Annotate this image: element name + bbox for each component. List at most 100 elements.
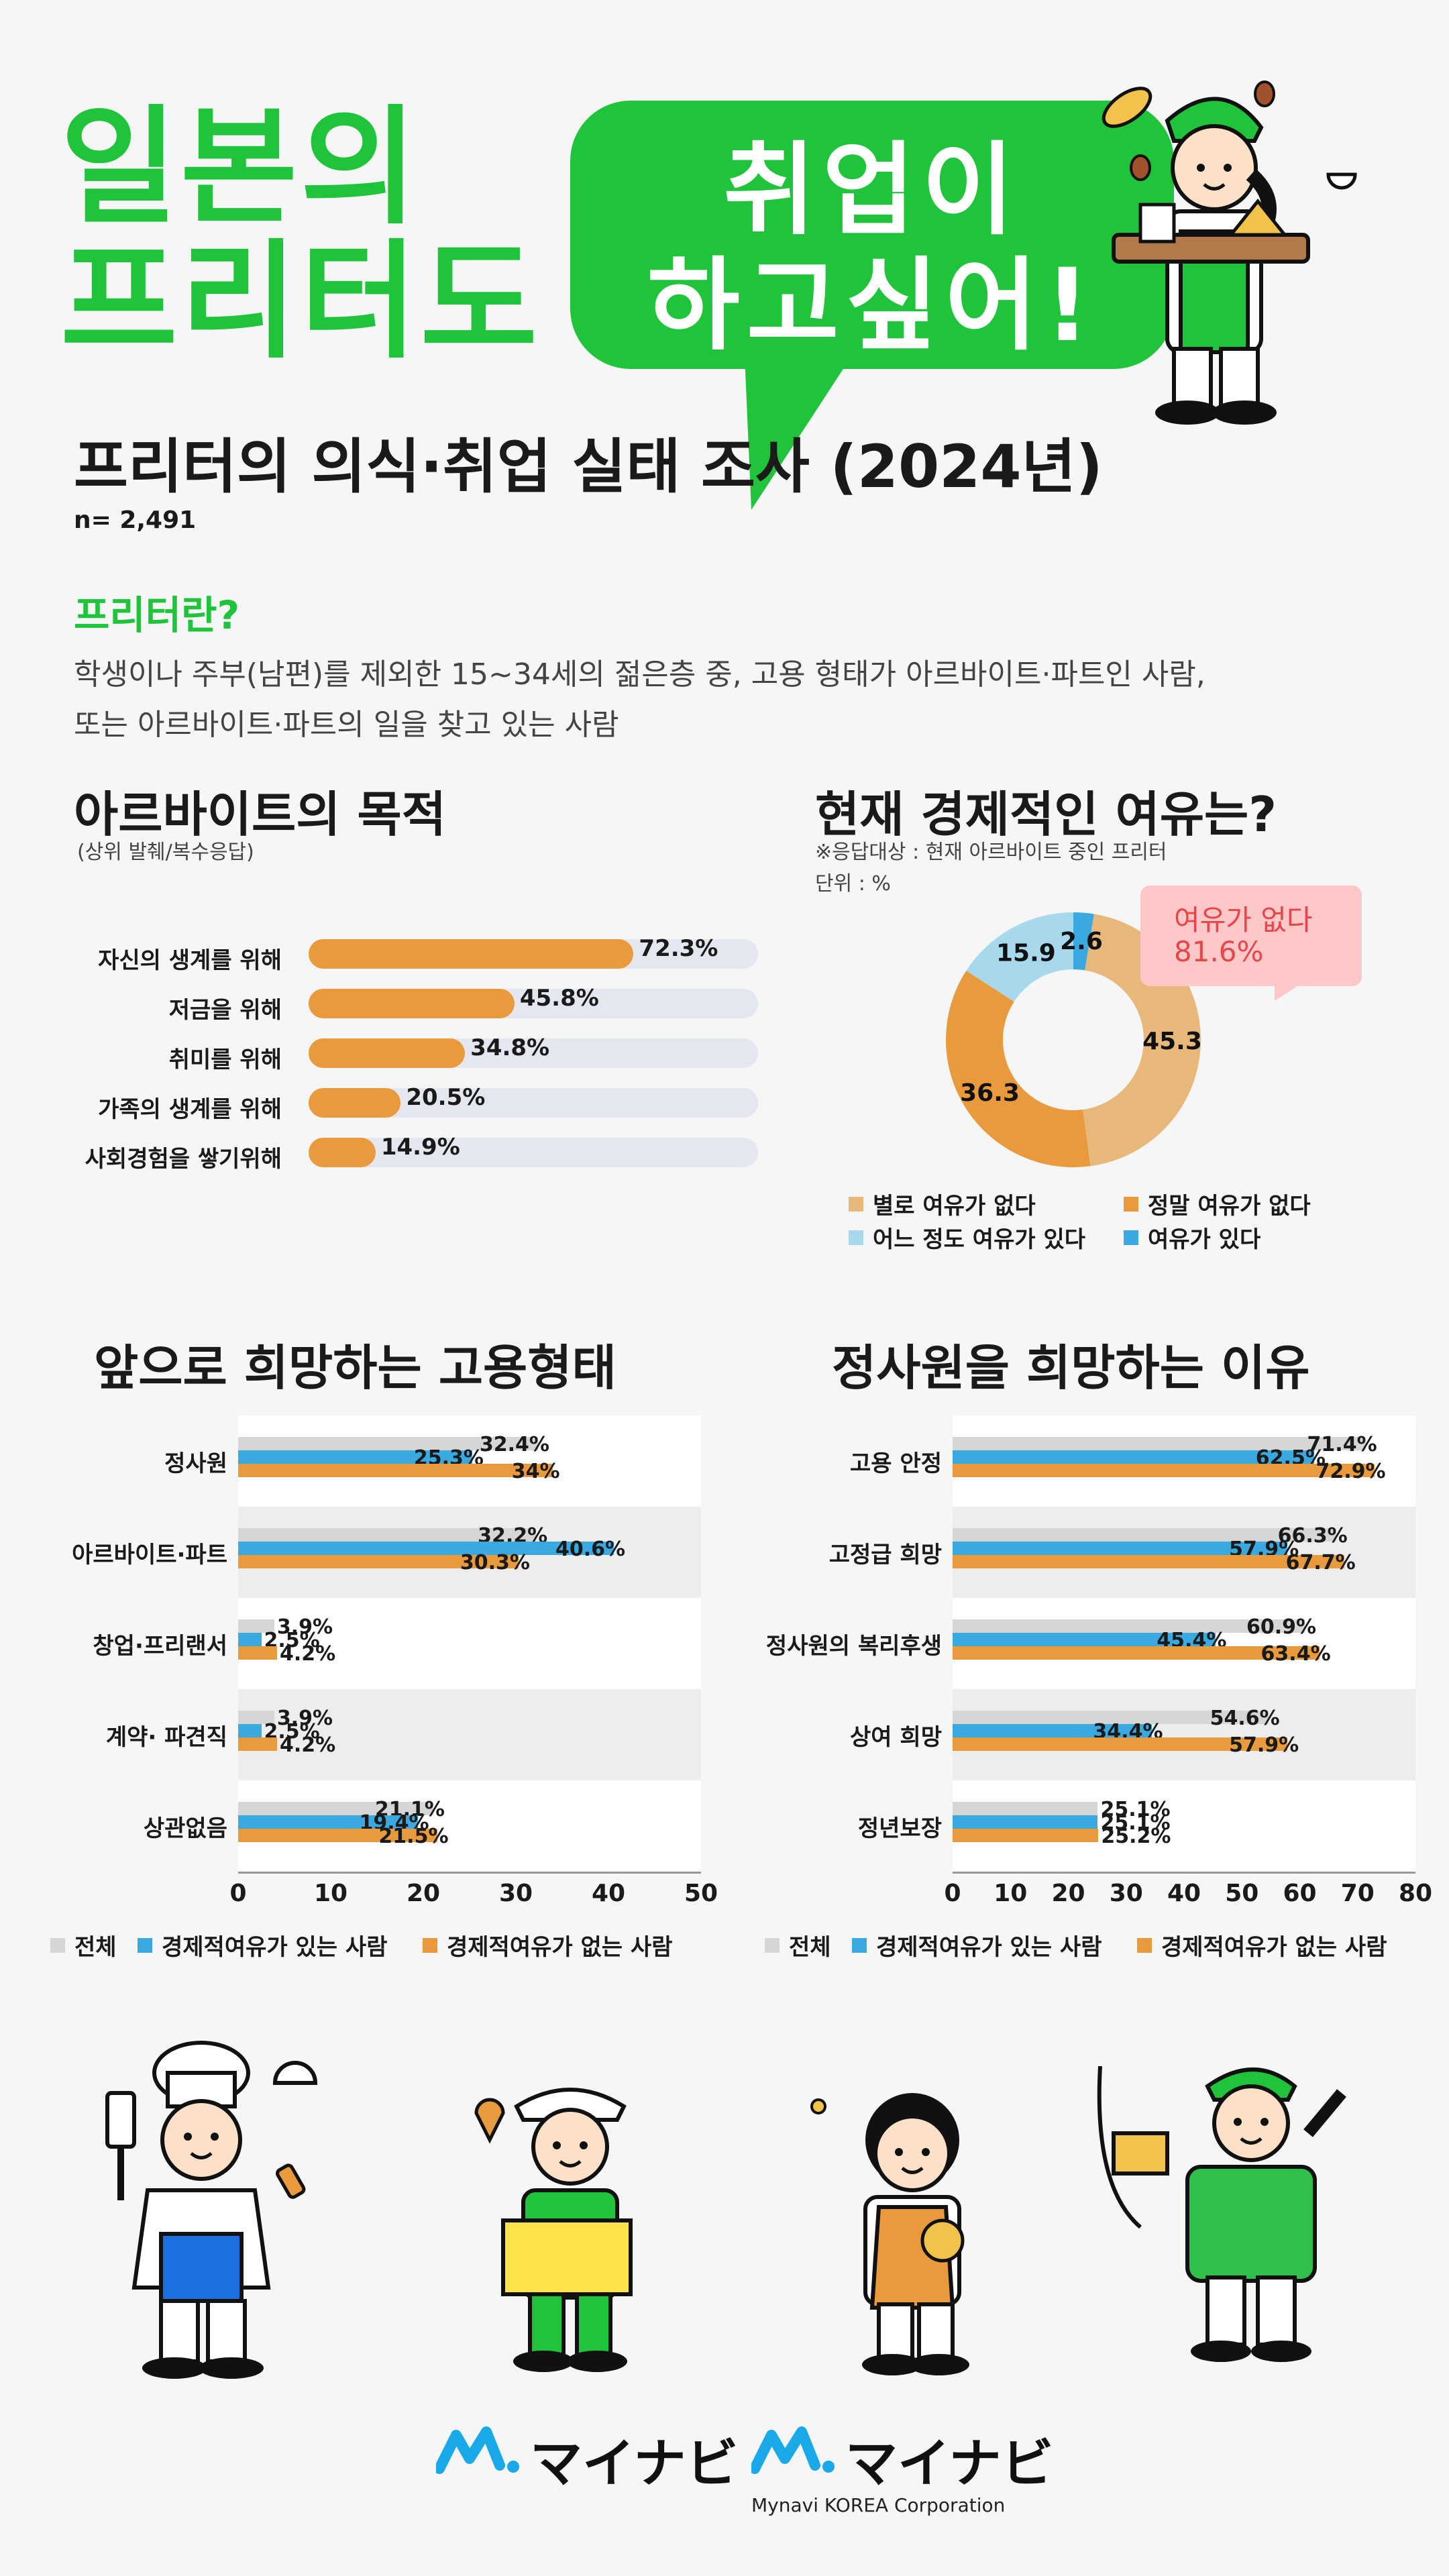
legend-swatch (852, 1937, 867, 1953)
bar-value-label: 34% (511, 1460, 560, 1483)
definition-heading: 프리터란? (74, 592, 240, 638)
legend-item: 경제적여유가 있는 사람 (138, 1929, 387, 1962)
legend-item: 전체 (765, 1929, 831, 1962)
x-axis-tick: 0 (229, 1880, 247, 1907)
legend-label: 여유가 있다 (1148, 1226, 1261, 1253)
purpose-value-label: 14.9% (380, 1134, 460, 1161)
bar-value-label: 3.9% (276, 1615, 333, 1639)
legend-swatch (849, 1230, 863, 1245)
category-label: 상관없음 (143, 1815, 227, 1842)
bar-value-label: 57.9% (1229, 1733, 1299, 1757)
donut-slice-label: 15.9 (996, 939, 1056, 967)
series-bar-2 (953, 1555, 1344, 1568)
category-label: 정사원 (164, 1450, 227, 1477)
x-axis-tick: 40 (591, 1880, 626, 1907)
series-bar-1 (238, 1542, 614, 1555)
series-bar-0 (238, 1711, 274, 1724)
series-bar-0 (238, 1437, 539, 1450)
legend-swatch (1124, 1230, 1138, 1245)
purpose-bar-track (309, 1138, 758, 1167)
gas-station-illustration (1097, 2065, 1346, 2362)
purpose-value-label: 45.8% (519, 985, 599, 1012)
title-line1: 일본의 (60, 93, 421, 241)
series-bar-0 (238, 1619, 274, 1633)
donut-chart-subtitle: ※응답대상 : 현재 아르바이트 중인 프리터 (815, 841, 1167, 864)
series-bar-2 (953, 1737, 1288, 1751)
series-bar-1 (238, 1815, 418, 1829)
bubble-tail (745, 356, 852, 510)
bar-value-label: 63.4% (1260, 1642, 1331, 1666)
bar-value-label: 71.4% (1307, 1433, 1377, 1456)
category-label: 아르바이트·파트 (72, 1542, 227, 1568)
x-axis-tick: 30 (1109, 1880, 1143, 1907)
mynavi-korea-logo-text: マイナビ (845, 2434, 1054, 2494)
legend-swatch (50, 1937, 65, 1953)
x-axis-tick: 80 (1398, 1880, 1433, 1907)
purpose-value-label: 20.5% (406, 1084, 486, 1111)
x-axis-tick: 20 (1051, 1880, 1085, 1907)
series-bar-2 (238, 1555, 519, 1568)
bar-value-label: 3.9% (276, 1707, 333, 1730)
x-axis-tick: 10 (994, 1880, 1028, 1907)
x-axis-tick: 10 (313, 1880, 348, 1907)
bar-value-label: 67.7% (1285, 1551, 1356, 1574)
series-bar-0 (238, 1802, 434, 1815)
bar-value-label: 25.1% (1100, 1811, 1171, 1835)
purpose-category-label: 가족의 생계를 위해 (98, 1096, 282, 1123)
x-axis-tick: 0 (944, 1880, 961, 1907)
bar-value-label: 66.3% (1277, 1524, 1348, 1548)
category-label: 정년보장 (857, 1815, 942, 1842)
purpose-bar (309, 1088, 401, 1118)
title-line2: 프리터도 (60, 227, 541, 376)
donut-slice (1073, 912, 1094, 971)
callout-tail (1275, 983, 1301, 1001)
series-bar-2 (953, 1829, 1099, 1842)
purpose-bar (309, 1038, 466, 1068)
donut-legend-item: 별로 여유가 없다 (849, 1187, 1036, 1220)
series-bar-1 (238, 1450, 473, 1464)
chart-row-bg (238, 1598, 701, 1689)
mynavi-logo-text: マイナビ (530, 2434, 739, 2494)
reason-chart-title: 정사원을 희망하는 이유 (832, 1340, 1310, 1396)
purpose-value-label: 34.8% (470, 1034, 550, 1061)
purpose-category-label: 저금을 위해 (168, 997, 282, 1024)
series-bar-2 (953, 1464, 1375, 1477)
series-bar-1 (953, 1815, 1098, 1829)
donut-legend-item: 어느 정도 여유가 있다 (849, 1221, 1085, 1254)
legend-label: 경제적여유가 있는 사람 (162, 1934, 388, 1961)
chef-illustration (105, 2041, 318, 2379)
x-axis-tick: 20 (406, 1880, 441, 1907)
donut-chart-title: 현재 경제적인 여유는? (815, 786, 1277, 843)
series-bar-0 (953, 1437, 1366, 1450)
bar-value-label: 25.1% (1100, 1798, 1171, 1821)
x-axis-tick: 30 (498, 1880, 533, 1907)
category-label: 정사원의 복리후생 (765, 1633, 942, 1660)
bar-value-label: 21.5% (378, 1825, 449, 1848)
bar-value-label: 25.2% (1101, 1825, 1171, 1848)
bar-value-label: 40.6% (555, 1538, 626, 1561)
series-bar-2 (238, 1829, 437, 1842)
series-bar-0 (953, 1528, 1336, 1542)
survey-title: 프리터의 의식·취업 실태 조사 (2024년) (74, 432, 1103, 501)
purpose-value-label: 72.3% (639, 935, 718, 962)
category-label: 계약· 파견직 (105, 1724, 227, 1751)
chart-row-bg (238, 1689, 701, 1780)
series-bar-0 (953, 1802, 1098, 1815)
legend-swatch (1137, 1937, 1152, 1953)
employment-chart-title: 앞으로 희망하는 고용형태 (94, 1340, 616, 1396)
bar-value-label: 4.2% (279, 1642, 336, 1666)
mynavi-korea-subtitle: Mynavi KOREA Corporation (751, 2494, 1006, 2516)
legend-swatch (849, 1196, 863, 1212)
series-bar-2 (953, 1646, 1320, 1660)
callout-label: 여유가 없다 (1174, 904, 1313, 936)
legend-item: 경제적여유가 없는 사람 (423, 1929, 672, 1962)
x-axis-tick: 40 (1167, 1880, 1201, 1907)
employment-grouped-chart: 정사원 32.4% 25.3% 34% 아르바이트·파트 32.2% 40.6% 30.3% 창… (0, 1415, 724, 1966)
purpose-bar-chart: 자신의 생계를 위해 72.3% 저금을 위해 45.8% 취미를 위해 34.8% 가족의… (0, 935, 805, 1208)
x-axis-line (953, 1872, 1415, 1874)
mynavi-korea-logo-icon (751, 2426, 835, 2474)
callout-value: 81.6% (1174, 935, 1264, 968)
series-bar-1 (238, 1724, 262, 1737)
series-bar-1 (953, 1724, 1152, 1737)
purpose-bar (309, 989, 515, 1018)
